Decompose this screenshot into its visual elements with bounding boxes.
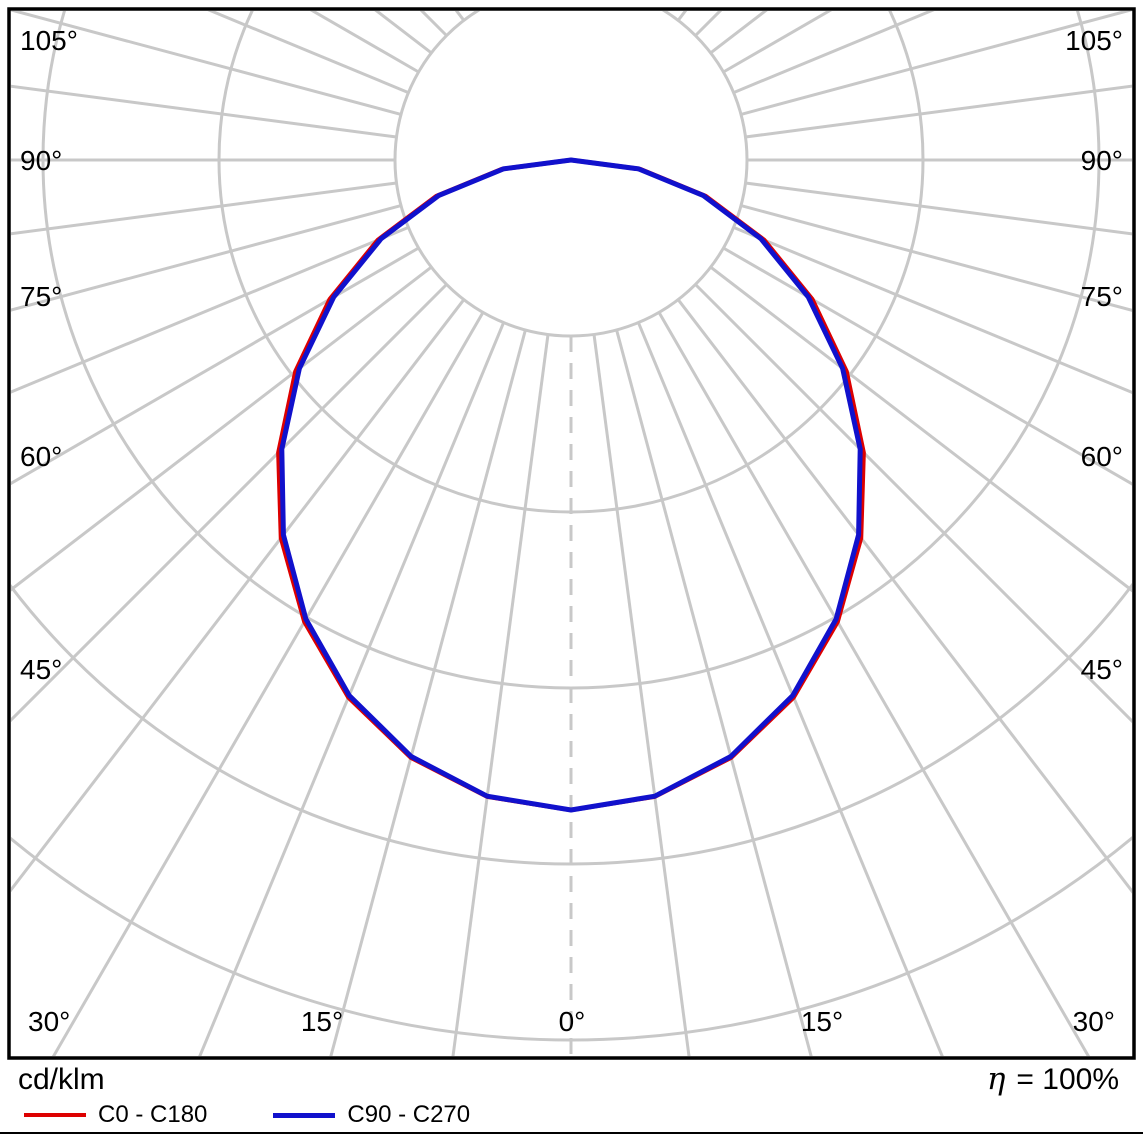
grid-radial-line <box>11 226 409 394</box>
grid-radial-line <box>709 265 1132 593</box>
grid-radial-line <box>51 311 485 1056</box>
gamma-angle-label: 45° <box>20 654 62 685</box>
grid-radial-line <box>11 246 420 486</box>
efficiency-readout: η = 100% <box>987 1062 1119 1097</box>
gamma-angle-label: 15° <box>301 1006 343 1037</box>
grid-radial-line <box>722 246 1132 486</box>
curve-c90-c270 <box>279 157 863 813</box>
gamma-angle-label: 30° <box>28 1006 70 1037</box>
grid-radial-line <box>676 298 1132 894</box>
gamma-angle-label: 75° <box>1081 281 1123 312</box>
unit-label: cd/klm <box>18 1063 105 1096</box>
polar-chart: 105° 90° 75° 60° 45° 30° 105° 90° 75° 60° 45° 30° 15… <box>7 7 1136 1060</box>
grid-radial-line <box>198 322 505 1056</box>
polar-grid <box>11 11 1132 1056</box>
eta-symbol: η <box>986 1061 1006 1097</box>
grid-radial-line <box>11 298 466 893</box>
gamma-angle-label: 105° <box>20 25 78 56</box>
grid-radial-line <box>11 84 397 139</box>
grid-radial-line <box>11 11 402 116</box>
gamma-angle-label: 45° <box>1081 654 1123 685</box>
bottom-divider <box>0 1132 1143 1134</box>
grid-radial-line <box>11 181 397 236</box>
gamma-angle-label: 30° <box>1073 1006 1115 1037</box>
grid-radial-line <box>11 283 448 723</box>
grid-radial-line <box>745 181 1132 236</box>
grid-radial-line <box>329 329 527 1056</box>
legend-item: C90 - C270 <box>273 1101 470 1129</box>
grid-radial-line <box>11 265 433 592</box>
grid-radial-line <box>740 204 1132 312</box>
legend: C0 - C180 C90 - C270 <box>24 1101 536 1129</box>
legend-swatch-c90-c270 <box>273 1112 336 1118</box>
grid-radial-line <box>637 322 944 1056</box>
grid-radial-line <box>694 283 1132 724</box>
chart-frame-border <box>7 7 1136 1060</box>
grid-radial-line <box>592 334 691 1056</box>
gamma-angle-label: 15° <box>801 1006 843 1037</box>
grid-radial-line <box>733 226 1132 395</box>
grid-radial-line <box>745 84 1132 139</box>
gamma-angle-label: 90° <box>20 145 62 176</box>
grid-radial-line <box>740 11 1132 116</box>
gamma-angle-label: 90° <box>1081 145 1123 176</box>
legend-label: C0 - C180 <box>98 1101 208 1128</box>
legend-label: C90 - C270 <box>347 1101 471 1128</box>
grid-radial-line <box>615 329 813 1056</box>
gamma-angle-label: 60° <box>1081 441 1123 472</box>
efficiency-value: = 100% <box>1016 1063 1119 1096</box>
legend-item: C0 - C180 <box>24 1101 207 1129</box>
grid-radial-line <box>11 204 402 312</box>
gamma-angle-label: 0° <box>559 1006 586 1037</box>
legend-swatch-c0-c180 <box>24 1113 86 1117</box>
gamma-angle-label: 105° <box>1065 25 1123 56</box>
gamma-angle-label: 60° <box>20 441 62 472</box>
grid-radial-line <box>657 311 1091 1056</box>
gamma-angle-label: 75° <box>20 281 62 312</box>
grid-radial-line <box>451 334 550 1056</box>
